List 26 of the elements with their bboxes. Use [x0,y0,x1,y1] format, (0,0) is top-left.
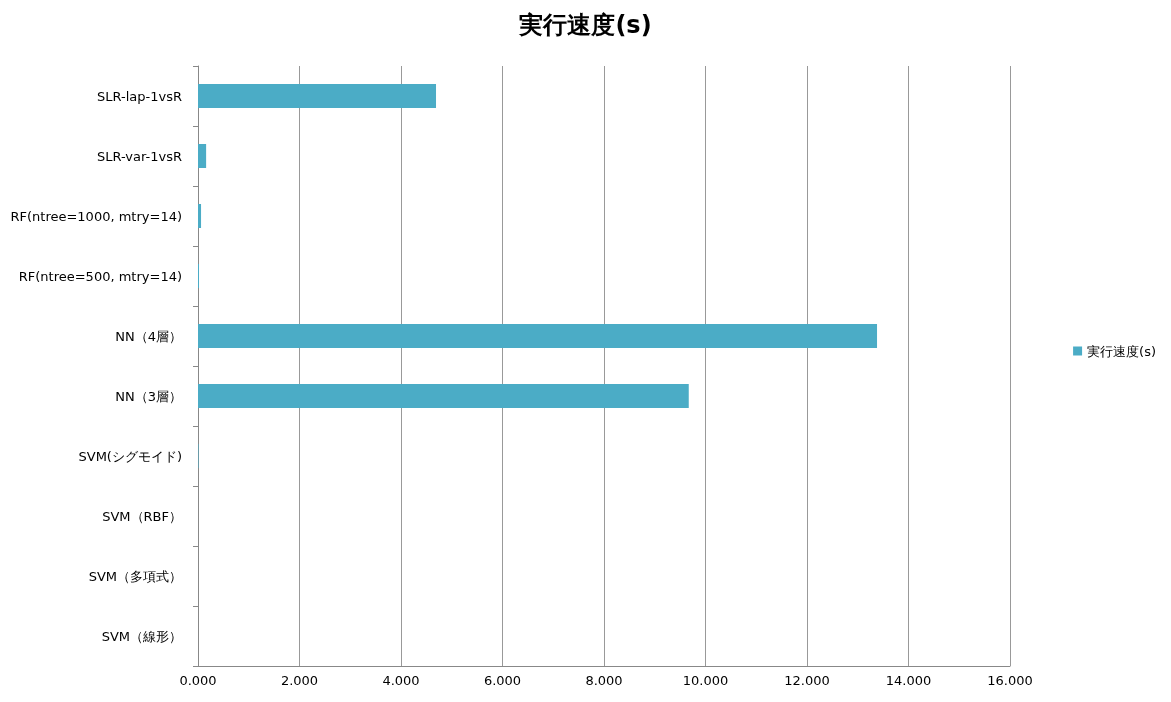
y-tick-label: SLR-var-1vsR [97,148,182,164]
x-tick-label: 14.000 [885,673,932,688]
y-tick-label: SLR-lap-1vsR [97,88,182,104]
x-tick-label: 16.000 [987,673,1033,688]
legend-label: 実行速度(s) [1087,343,1157,359]
y-tick-label: NN（3層） [115,388,182,404]
x-tick-label: 10.000 [682,673,729,688]
y-tick-label: SVM(シグモイド) [78,448,182,464]
y-tick-label: RF(ntree=1000, mtry=14) [10,208,182,224]
bar [198,384,689,408]
chart-title: 実行速度(s) [518,11,652,39]
x-tick-label: 2.000 [280,673,319,688]
x-tick-label: 4.000 [382,673,420,688]
x-tick-label: 6.000 [483,673,522,688]
bar [198,84,437,108]
y-tick-label: NN（4層） [115,328,182,344]
y-tick-label: RF(ntree=500, mtry=14) [18,268,182,284]
bar [198,204,202,228]
y-tick-label: SVM（多項式） [88,568,182,584]
x-tick-label: 12.000 [784,673,830,688]
y-tick-label: SVM（RBF） [102,508,182,524]
y-tick-label: SVM（線形） [101,628,182,644]
x-tick-label: 8.000 [585,673,623,688]
bar [198,324,878,348]
bar [198,144,207,168]
x-tick-label: 0.000 [179,673,217,688]
